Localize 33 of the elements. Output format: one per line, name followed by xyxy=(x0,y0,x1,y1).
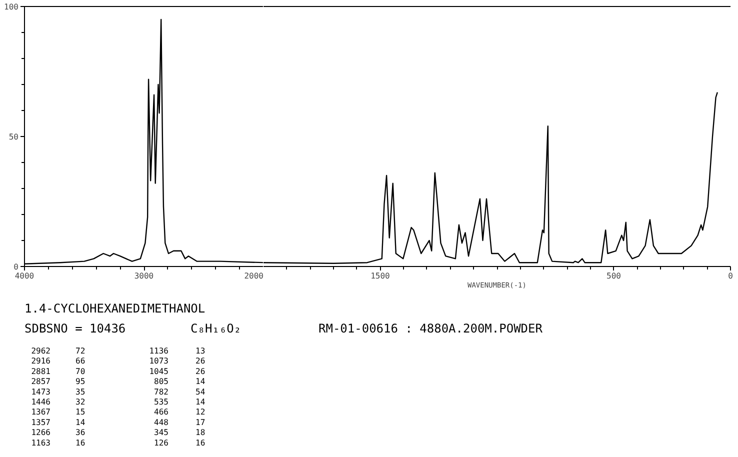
y-tick-label: 100 xyxy=(4,2,19,12)
x-tick-label: 0 xyxy=(728,272,734,280)
x-tick-label: 3000 xyxy=(134,272,154,280)
x-tick-label: 4000 xyxy=(14,272,34,280)
text: 1136 13 xyxy=(149,346,206,356)
text: 2857 95 xyxy=(31,377,86,386)
text: 1163 16 xyxy=(31,438,86,448)
x-tick-label: 500 xyxy=(606,272,622,280)
text: 345 18 xyxy=(154,428,206,438)
x-tick-label: 2000 xyxy=(244,272,264,280)
text: C₈H₁₆O₂ xyxy=(190,322,242,336)
text: 535 14 xyxy=(154,398,206,406)
y-tick-label: 0 xyxy=(14,262,19,272)
text: 805 14 xyxy=(154,377,206,386)
text: 1357 14 xyxy=(31,418,86,427)
x-tick-label: 1500 xyxy=(370,272,390,280)
text: 448 17 xyxy=(154,418,206,427)
text: 1.4-CYCLOHEXANEDIMETHANOL xyxy=(24,302,206,316)
text: RM-01-00616 : 4880A.200M.POWDER xyxy=(318,322,544,336)
text: 1446 32 xyxy=(31,398,86,406)
text: 1473 35 xyxy=(31,387,86,396)
text: 1266 36 xyxy=(31,428,86,438)
text: 1045 26 xyxy=(149,366,206,376)
text: SDBSNO = 10436 xyxy=(24,322,126,336)
text: 782 54 xyxy=(154,387,206,396)
text: 1073 26 xyxy=(149,356,206,366)
text: 466 12 xyxy=(154,408,206,417)
text: 2881 70 xyxy=(31,366,86,376)
text: 126 16 xyxy=(154,438,206,448)
y-tick-label: 50 xyxy=(8,132,19,142)
text: 1367 15 xyxy=(31,408,86,417)
text: 2916 66 xyxy=(31,356,86,366)
text: 2962 72 xyxy=(31,346,86,356)
